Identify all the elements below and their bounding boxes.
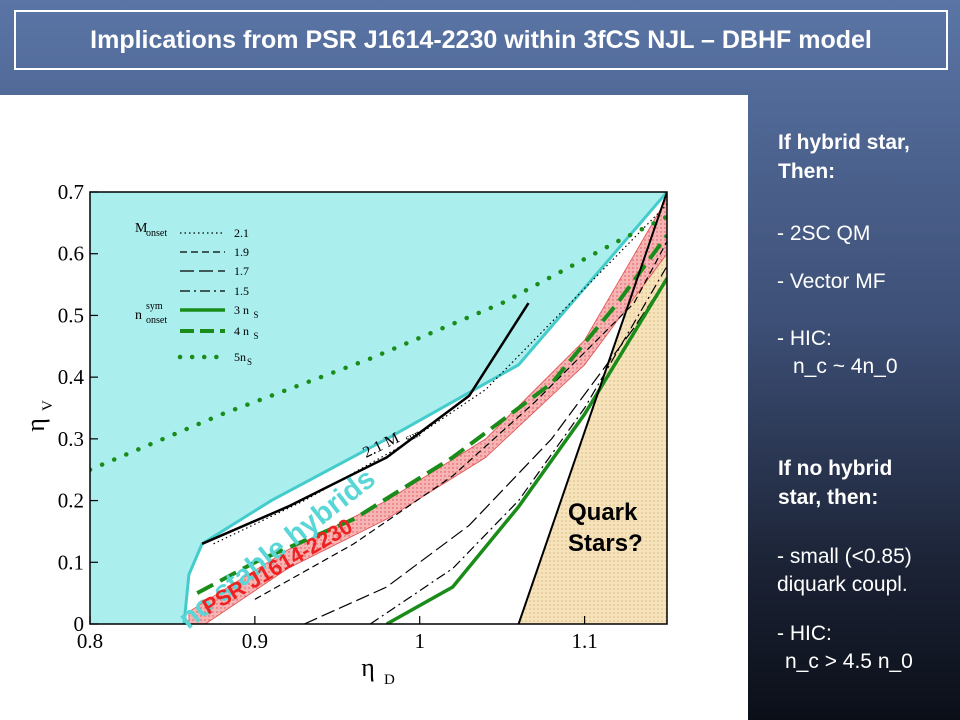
legend-label-6: 5n — [234, 350, 246, 364]
x-axis-label-sub: D — [384, 672, 395, 688]
y-tick-label-6: 0.6 — [58, 242, 84, 266]
legend-label-sub-4: S — [254, 310, 259, 320]
x-tick-label-2: 1 — [414, 629, 425, 653]
item-2sc: - 2SC QM — [777, 222, 871, 245]
item-hic-2-value: n_c > 4.5 n_0 — [785, 650, 913, 673]
legend-m-onset: M — [135, 221, 148, 236]
series-line-4 — [304, 278, 667, 624]
x-axis-label: η — [361, 653, 375, 682]
phase-diagram: 0.8 0.9 1 1.100.10.20.30.40.50.60.7η DηV Mon… — [21, 180, 668, 688]
legend-label-2: 1.7 — [234, 264, 249, 278]
legend-n-onset: n — [135, 308, 142, 323]
y-axis-label: η — [21, 418, 50, 432]
quark-label-2: Stars? — [568, 530, 643, 557]
item-vector: - Vector MF — [777, 270, 886, 293]
legend-n-onset-sup: sym — [146, 301, 163, 312]
item-small-line2: diquark coupl. — [777, 573, 908, 596]
legend-label-sub-5: S — [254, 331, 259, 341]
legend-n-onset-sub: onset — [146, 315, 167, 326]
y-tick-label-1: 0.1 — [58, 550, 84, 574]
hybrid-heading: If hybrid star, Then: — [778, 128, 910, 186]
y-tick-label-7: 0.7 — [58, 180, 84, 204]
item-hic-2: - HIC: n_c > 4.5 n_0 — [777, 620, 913, 676]
mass-label-sub: sun — [403, 427, 422, 445]
item-hic-1-label: - HIC: — [777, 327, 832, 350]
quark-label-1: Quark — [568, 499, 638, 526]
series-line-5 — [369, 265, 667, 624]
plot-frame — [89, 191, 668, 625]
y-axis-label-group: ηV — [21, 400, 56, 432]
y-tick-label-4: 0.4 — [58, 365, 85, 389]
nohybrid-heading-line1: If no hybrid — [778, 457, 893, 480]
series-line-6 — [385, 277, 667, 624]
legend-label-3: 1.5 — [234, 284, 249, 298]
legend-label-0: 2.1 — [234, 226, 249, 240]
legend-label-4: 3 n — [234, 303, 249, 317]
legend-label-sub-6: S — [247, 357, 252, 367]
y-tick-label-0: 0 — [74, 612, 85, 636]
x-tick-label-1: 0.9 — [242, 629, 268, 653]
item-hic-1-value: n_c ~ 4n_0 — [793, 355, 898, 378]
series-line-3 — [254, 241, 667, 600]
series-line-9 — [517, 192, 667, 624]
nohybrid-heading: If no hybrid star, then: — [778, 454, 892, 512]
series-line-7 — [196, 234, 667, 595]
legend-label-1: 1.9 — [234, 245, 249, 259]
no-stable-region — [90, 192, 667, 624]
item-hic-2-label: - HIC: — [777, 622, 832, 645]
item-hic-1: - HIC: n_c ~ 4n_0 — [777, 325, 898, 381]
hybrid-heading-line2: Then: — [778, 160, 836, 183]
series-line-8 — [90, 214, 667, 472]
y-axis-label-sub: V — [40, 400, 56, 411]
nohybrid-heading-line2: star, then: — [778, 486, 879, 509]
y-tick-label-2: 0.2 — [58, 489, 84, 513]
y-tick-label-5: 0.5 — [58, 303, 84, 327]
x-tick-label-3: 1.1 — [571, 629, 597, 653]
legend-label-5: 4 n — [234, 324, 249, 338]
slide-title: Implications from PSR J1614-2230 within … — [90, 25, 872, 54]
x-tick-label-0: 0.8 — [77, 629, 103, 653]
series-line-0 — [182, 192, 667, 624]
series-line-1 — [201, 302, 530, 545]
legend-m-onset-sub: onset — [146, 228, 167, 239]
hybrid-heading-line1: If hybrid star, — [778, 131, 910, 154]
slide-title-box: Implications from PSR J1614-2230 within … — [14, 10, 948, 70]
item-small-coupling: - small (<0.85) diquark coupl. — [777, 543, 912, 599]
item-small-line1: - small (<0.85) — [777, 545, 912, 568]
y-tick-label-3: 0.3 — [58, 427, 84, 451]
